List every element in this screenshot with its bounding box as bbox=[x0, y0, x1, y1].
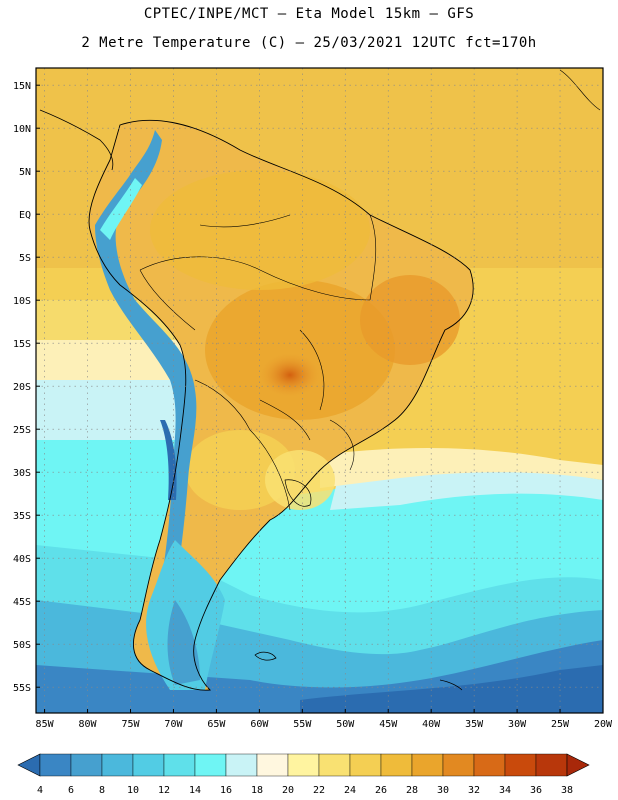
colorbar-segment bbox=[39, 753, 72, 777]
longitude-label: 45W bbox=[379, 719, 398, 730]
colorbar-segment bbox=[70, 753, 103, 777]
colorbar-level-label: 6 bbox=[68, 785, 74, 796]
colorbar-level-label: 38 bbox=[561, 785, 573, 796]
latitude-label: 40S bbox=[13, 554, 31, 565]
colorbar-segment bbox=[349, 753, 382, 777]
longitude-label: 30W bbox=[508, 719, 527, 730]
longitude-label: 65W bbox=[207, 719, 226, 730]
longitude-label: 20W bbox=[594, 719, 613, 730]
latitude-label: 10S bbox=[13, 296, 31, 307]
colorbar-segment bbox=[411, 753, 444, 777]
colorbar-level-label: 22 bbox=[313, 785, 325, 796]
latitude-label: 25S bbox=[13, 425, 31, 436]
colorbar-level-label: 36 bbox=[530, 785, 542, 796]
latitude-label: 5S bbox=[19, 253, 31, 264]
longitude-label: 70W bbox=[164, 719, 183, 730]
latitude-label: 10N bbox=[13, 124, 31, 135]
colorbar-level-label: 18 bbox=[251, 785, 263, 796]
longitude-label: 50W bbox=[336, 719, 355, 730]
colorbar-segment bbox=[318, 753, 351, 777]
title-line-1: CPTEC/INPE/MCT – Eta Model 15km – GFS bbox=[143, 6, 475, 22]
colorbar-arrow-low bbox=[17, 753, 41, 777]
title-line-2: 2 Metre Temperature (C) – 25/03/2021 12U… bbox=[81, 35, 537, 51]
latitude-label: 20S bbox=[13, 382, 31, 393]
colorbar-arrow-high bbox=[566, 753, 590, 777]
colorbar-level-label: 34 bbox=[499, 785, 511, 796]
longitude-label: 35W bbox=[465, 719, 484, 730]
colorbar-segment bbox=[442, 753, 475, 777]
colorbar-level-label: 14 bbox=[189, 785, 201, 796]
latitude-label: 55S bbox=[13, 683, 31, 694]
colorbar-segment bbox=[535, 753, 568, 777]
longitude-label: 40W bbox=[422, 719, 441, 730]
colorbar-level-label: 20 bbox=[282, 785, 294, 796]
longitude-label: 25W bbox=[551, 719, 570, 730]
map-field bbox=[36, 68, 603, 713]
colorbar-segment bbox=[473, 753, 506, 777]
longitude-label: 85W bbox=[36, 719, 55, 730]
longitude-label: 75W bbox=[121, 719, 140, 730]
colorbar-segment bbox=[194, 753, 227, 777]
latitude-label: 5N bbox=[19, 167, 31, 178]
graticule bbox=[36, 68, 604, 713]
colorbar-segment bbox=[163, 753, 196, 777]
latitude-label: 30S bbox=[13, 468, 31, 479]
latitude-label: EQ bbox=[19, 210, 31, 221]
colorbar-level-label: 10 bbox=[127, 785, 139, 796]
colorbar-level-label: 30 bbox=[437, 785, 449, 796]
map-frame bbox=[35, 67, 604, 714]
colorbar-segment bbox=[132, 753, 165, 777]
andes-cold-band bbox=[95, 130, 197, 590]
colorbar-level-label: 12 bbox=[158, 785, 170, 796]
longitude-label: 60W bbox=[250, 719, 269, 730]
colorbar-level-label: 16 bbox=[220, 785, 232, 796]
latitude-labels: 15N 10N 5N EQ 5S 10S 15S 20S 25S 30S 35S 40S 45S 50S 5… bbox=[13, 81, 40, 694]
colorbar-segment bbox=[287, 753, 320, 777]
colorbar-segment bbox=[256, 753, 289, 777]
colorbar-level-label: 24 bbox=[344, 785, 356, 796]
colorbar-segment bbox=[504, 753, 537, 777]
latitude-label: 15N bbox=[13, 81, 31, 92]
colorbar-level-label: 8 bbox=[99, 785, 105, 796]
latitude-label: 15S bbox=[13, 339, 31, 350]
longitude-label: 80W bbox=[79, 719, 98, 730]
colorbar-level-label: 28 bbox=[406, 785, 418, 796]
colorbar-level-label: 32 bbox=[468, 785, 480, 796]
latitude-label: 50S bbox=[13, 640, 31, 651]
latitude-label: 45S bbox=[13, 597, 31, 608]
longitude-label: 55W bbox=[293, 719, 312, 730]
longitude-labels: 85W 80W 75W 70W 65W 60W 55W 50W 45W 40W 35W 30W 25W 2… bbox=[36, 709, 613, 730]
colorbar: 4 6 8 10 12 14 16 18 20 22 24 26 28 30 32 34 36 38 bbox=[17, 753, 590, 796]
colorbar-segment bbox=[225, 753, 258, 777]
latitude-label: 35S bbox=[13, 511, 31, 522]
colorbar-segment bbox=[380, 753, 413, 777]
colorbar-level-label: 4 bbox=[37, 785, 43, 796]
colorbar-level-label: 26 bbox=[375, 785, 387, 796]
colorbar-segment bbox=[101, 753, 134, 777]
